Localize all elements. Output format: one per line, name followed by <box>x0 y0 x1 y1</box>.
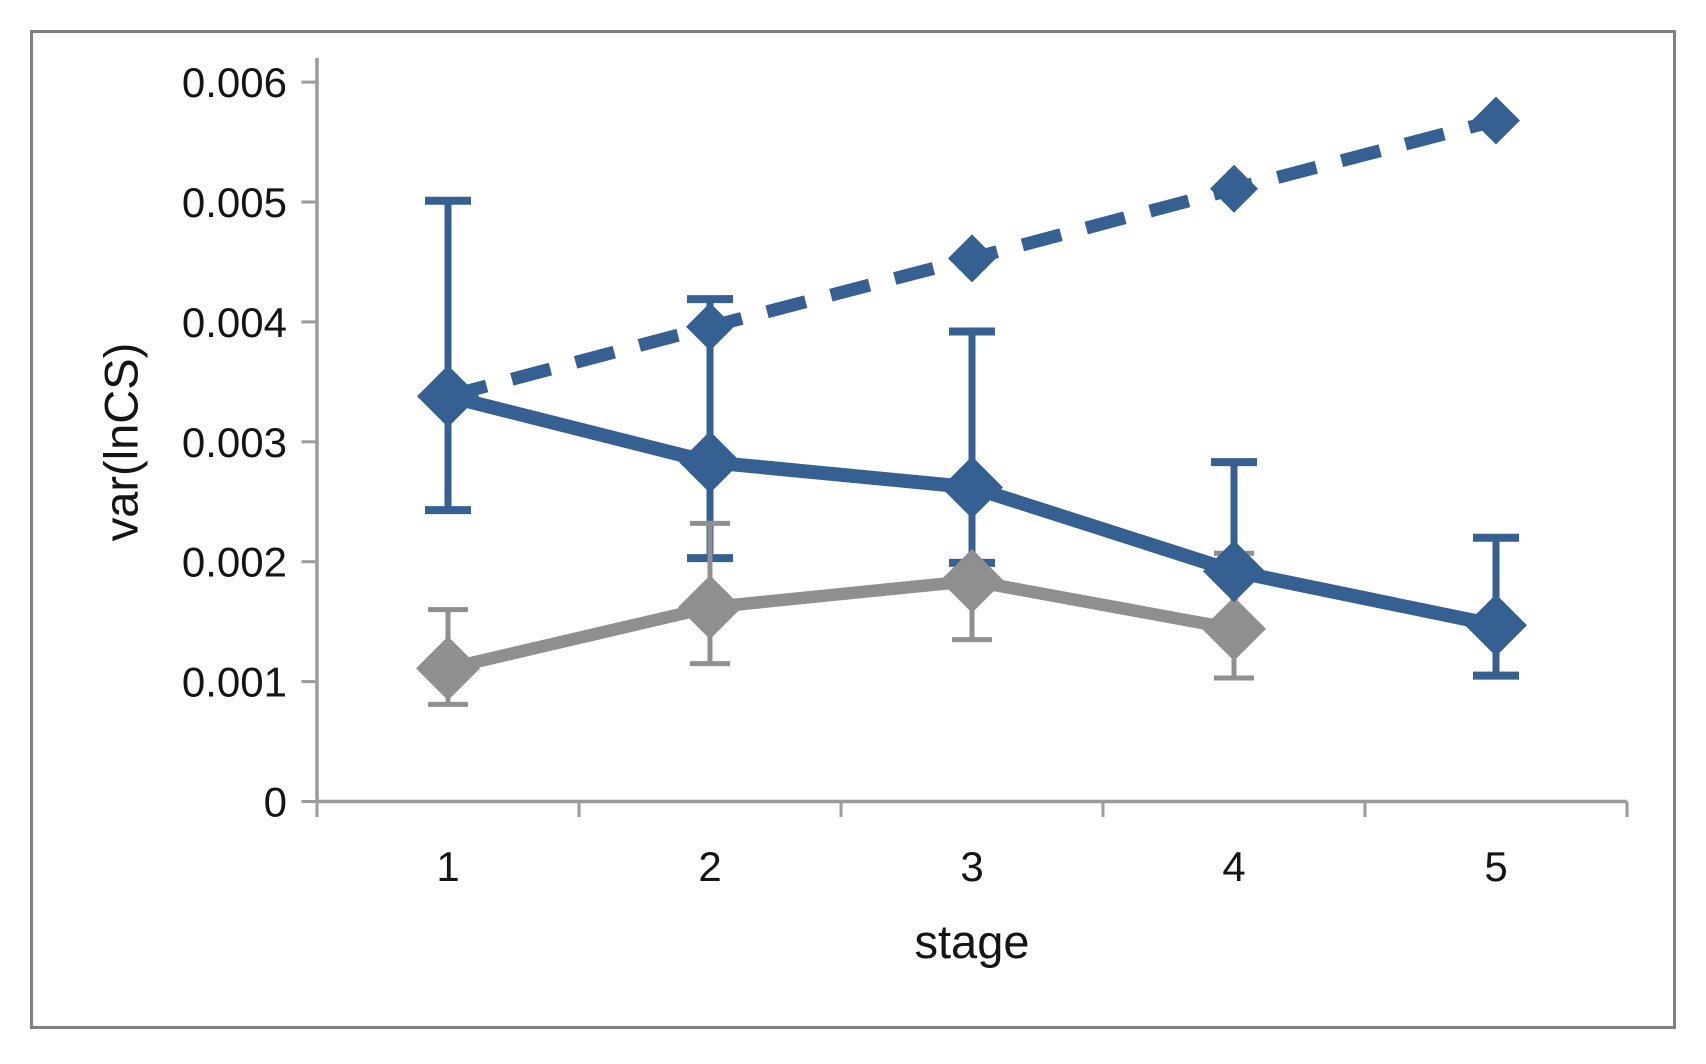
y-tick-label: 0.005 <box>182 179 287 226</box>
marker-diamond <box>1472 96 1520 145</box>
marker-diamond <box>1203 540 1265 603</box>
marker-diamond <box>424 372 472 421</box>
marker-diamond <box>940 548 1004 613</box>
y-tick-label: 0.002 <box>182 539 287 586</box>
y-tick-label: 0 <box>264 779 287 826</box>
x-tick-label: 2 <box>698 843 721 890</box>
y-tick-label: 0.006 <box>182 59 287 106</box>
y-axis-title: var(lnCS) <box>94 343 147 541</box>
marker-diamond <box>686 302 734 351</box>
y-tick-label: 0.003 <box>182 419 287 466</box>
marker-diamond <box>678 575 742 640</box>
x-tick-label: 1 <box>436 843 459 890</box>
tick-labels-layer: 0 0.001 0.002 0.003 0.004 0.005 0.006 1 2 3 4 5 <box>182 59 1508 890</box>
x-tick-label: 3 <box>960 843 983 890</box>
chart-frame <box>30 30 1676 1029</box>
marker-diamond <box>679 431 741 494</box>
x-tick-label: 5 <box>1484 843 1507 890</box>
series-line <box>446 574 1236 675</box>
x-axis-title: stage <box>915 915 1030 968</box>
axes-layer <box>301 58 1629 817</box>
marker-diamond <box>1210 164 1258 213</box>
marker-diamond <box>1465 594 1527 657</box>
x-tick-label: 4 <box>1222 843 1245 890</box>
marker-diamond <box>941 456 1003 519</box>
series-layer <box>416 96 1527 707</box>
marker-diamond <box>1202 596 1266 661</box>
marker-diamond <box>948 234 996 283</box>
y-tick-label: 0.001 <box>182 659 287 706</box>
y-tick-label: 0.004 <box>182 299 287 346</box>
marker-diamond <box>416 636 480 701</box>
